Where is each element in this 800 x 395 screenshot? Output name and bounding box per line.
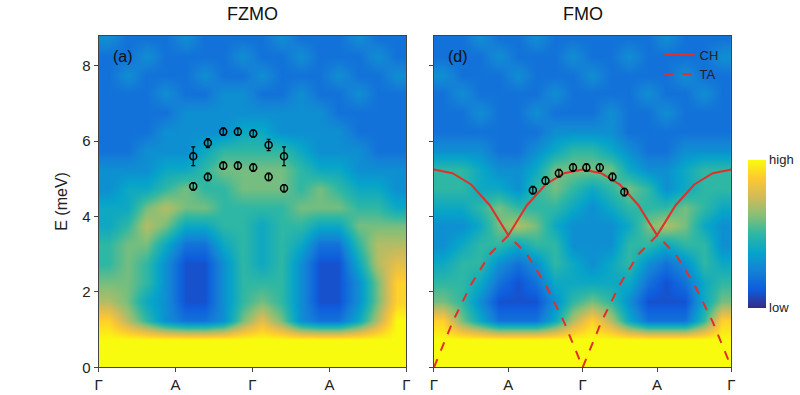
svg-text:2: 2 [82,283,90,300]
svg-text:Γ: Γ [579,376,587,393]
svg-text:Γ: Γ [430,376,438,393]
svg-text:E (meV): E (meV) [53,172,70,231]
svg-text:FZMO: FZMO [227,4,278,24]
svg-text:(d): (d) [448,48,468,65]
svg-text:8: 8 [82,57,90,74]
svg-text:high: high [769,152,794,167]
svg-text:Γ: Γ [727,376,735,393]
svg-text:FMO: FMO [563,4,603,24]
svg-text:Γ: Γ [402,376,410,393]
svg-text:CH: CH [700,48,719,63]
svg-text:Γ: Γ [94,376,102,393]
svg-text:0: 0 [82,359,90,376]
svg-text:TA: TA [700,67,716,82]
svg-text:Γ: Γ [248,376,256,393]
svg-text:A: A [171,376,181,393]
svg-text:A: A [652,376,662,393]
svg-text:A: A [324,376,334,393]
svg-text:low: low [769,300,789,315]
svg-text:4: 4 [82,208,90,225]
svg-text:A: A [503,376,513,393]
svg-text:6: 6 [82,132,90,149]
svg-text:(a): (a) [113,48,133,65]
